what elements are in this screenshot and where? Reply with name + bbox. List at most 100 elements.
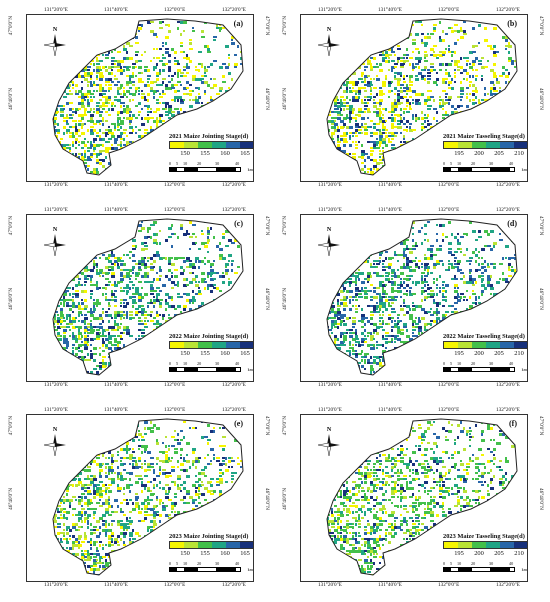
field-pixel [343, 132, 346, 135]
field-pixel [379, 54, 382, 56]
field-pixel [99, 314, 102, 317]
field-pixel [469, 81, 472, 83]
field-pixel [448, 174, 451, 175]
field-pixel [99, 269, 103, 272]
field-pixel [349, 278, 352, 280]
field-pixel [204, 72, 206, 74]
field-pixel [225, 272, 228, 275]
field-pixel [57, 365, 60, 367]
field-pixel [120, 281, 123, 283]
field-pixel [144, 242, 147, 244]
field-pixel [400, 60, 403, 62]
field-pixel [493, 51, 496, 54]
field-pixel [144, 311, 147, 313]
field-pixel [457, 69, 460, 71]
field-pixel [397, 284, 401, 286]
field-pixel [117, 326, 121, 329]
field-pixel [391, 51, 395, 53]
field-pixel [424, 266, 427, 269]
field-pixel [84, 99, 86, 101]
field-pixel [57, 260, 60, 263]
field-pixel [493, 263, 496, 265]
field-pixel [111, 171, 115, 174]
field-pixel [159, 162, 162, 165]
field-pixel [382, 293, 385, 295]
field-pixel [57, 69, 61, 72]
field-pixel [508, 257, 511, 260]
field-pixel [84, 275, 87, 278]
field-pixel [409, 81, 413, 83]
field-pixel [505, 45, 509, 47]
field-pixel [442, 30, 444, 33]
latitude-tick-right: 46°40'0"N [538, 288, 544, 310]
field-pixel [478, 275, 481, 278]
field-pixel [493, 45, 496, 48]
field-pixel [391, 66, 395, 69]
field-pixel [352, 87, 354, 89]
field-pixel [517, 72, 520, 74]
field-pixel [496, 81, 500, 84]
field-pixel [373, 105, 377, 108]
field-pixel [385, 284, 387, 286]
field-pixel [376, 302, 378, 304]
field-pixel [472, 111, 474, 114]
field-pixel [337, 153, 341, 156]
field-pixel [75, 120, 77, 122]
field-pixel [210, 305, 214, 308]
field-pixel [102, 227, 104, 229]
field-pixel [358, 141, 360, 143]
field-pixel [96, 338, 100, 340]
field-pixel [117, 281, 120, 284]
field-pixel [343, 102, 346, 104]
field-pixel [117, 93, 120, 95]
field-pixel [391, 272, 394, 274]
field-pixel [51, 72, 53, 74]
field-pixel [376, 42, 379, 45]
field-pixel [388, 54, 392, 56]
field-pixel [201, 30, 204, 33]
field-pixel [427, 257, 431, 260]
field-pixel [409, 174, 413, 175]
field-pixel [388, 153, 391, 156]
field-pixel [96, 230, 100, 233]
field-pixel [69, 165, 71, 167]
field-pixel [141, 305, 144, 307]
field-pixel [403, 135, 405, 138]
field-pixel [337, 141, 341, 143]
field-pixel [102, 102, 105, 105]
field-pixel [102, 93, 106, 95]
field-pixel [129, 117, 133, 120]
field-pixel [490, 93, 493, 96]
field-pixel [111, 132, 114, 135]
field-pixel [394, 281, 396, 284]
field-pixel [400, 120, 403, 123]
field-pixel [370, 236, 372, 238]
field-pixel [511, 302, 514, 304]
field-pixel [475, 87, 477, 90]
field-pixel [135, 105, 138, 107]
field-pixel [358, 93, 361, 95]
field-pixel [126, 150, 128, 152]
field-pixel [63, 317, 65, 319]
field-pixel [72, 75, 74, 77]
field-pixel [358, 24, 362, 26]
field-pixel [397, 165, 401, 168]
field-pixel [159, 141, 162, 143]
field-pixel [123, 24, 127, 26]
field-pixel [108, 260, 112, 263]
legend-tick-label: 205 [494, 150, 504, 157]
field-pixel [228, 126, 231, 129]
field-pixel [90, 314, 94, 317]
field-pixel [51, 84, 53, 87]
field-pixel [394, 66, 397, 68]
field-pixel [162, 174, 165, 175]
field-pixel [349, 284, 351, 287]
field-pixel [442, 263, 444, 266]
field-pixel [508, 57, 512, 60]
longitude-tick-bottom: 132°0'0"E [164, 182, 186, 188]
field-pixel [84, 233, 86, 235]
field-pixel [192, 323, 196, 326]
field-pixel [75, 230, 79, 233]
field-pixel [66, 314, 70, 317]
legend-tick-label: 150 [180, 350, 190, 357]
